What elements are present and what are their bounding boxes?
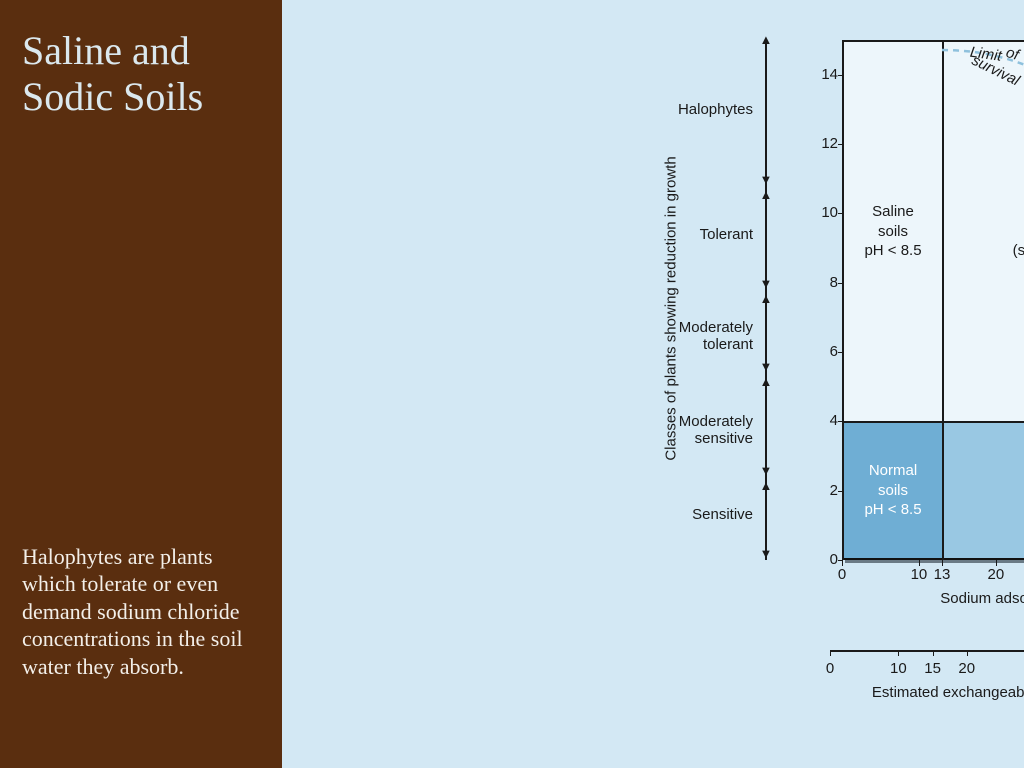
plant-class-axis-label: Classes of plants showing reduction in g… — [663, 156, 680, 460]
survival-limit-label: Limit of survival — [970, 46, 1024, 80]
arrow-up-icon — [760, 32, 773, 47]
x-tick: 20 — [988, 566, 1005, 583]
sidebar: Saline and Sodic Soils Halophytes are pl… — [0, 0, 282, 768]
arrow-down-icon — [760, 172, 773, 187]
x2-axis-label: Estimated exchangeable sodium percentage… — [830, 684, 1024, 701]
x2-tick: 0 — [826, 660, 834, 677]
arrow-down-icon — [760, 276, 773, 291]
plant-class-axis: Classes of plants showing reduction in g… — [617, 40, 777, 560]
y-tick: 6 — [810, 343, 838, 360]
quadrant-saline-sodic: Saline-sodic soils (soil pH generally < … — [944, 42, 1024, 421]
x-axis-label: Sodium adsorption ratio (SAR) — [842, 590, 1024, 607]
x-tick: 0 — [838, 566, 846, 583]
quadrant-sodic: Sodic soils (soil pH > 8.5) — [944, 423, 1024, 558]
y-tick: 0 — [810, 551, 838, 568]
arrow-up-icon — [760, 374, 773, 389]
page-title: Saline and Sodic Soils — [22, 28, 260, 120]
arrow-up-icon — [760, 478, 773, 493]
y-tick: 4 — [810, 412, 838, 429]
y-tick: 8 — [810, 274, 838, 291]
arrow-down-icon — [760, 546, 773, 561]
x2-tick: 20 — [958, 660, 975, 677]
arrow-down-icon — [760, 463, 773, 478]
sidebar-body-text: Halophytes are plants which tolerate or … — [22, 543, 260, 681]
plant-class-moderately-tolerant: Moderatelytolerant — [679, 319, 753, 354]
plant-class-moderately-sensitive: Moderatelysensitive — [679, 413, 753, 448]
arrow-up-icon — [760, 291, 773, 306]
soil-classification-chart: Saline soils pH < 8.5 Saline-sodic soils… — [842, 40, 1024, 560]
y-tick: 10 — [810, 204, 838, 221]
y-tick: 14 — [810, 66, 838, 83]
plant-class-tolerant: Tolerant — [700, 226, 753, 243]
figure-panel: Classes of plants showing reduction in g… — [282, 0, 1024, 768]
x2-tick: 15 — [924, 660, 941, 677]
arrow-up-icon — [760, 187, 773, 202]
plant-class-sensitive: Sensitive — [692, 506, 753, 523]
x2-tick: 10 — [890, 660, 907, 677]
x-tick: 10 — [911, 566, 928, 583]
quadrant-saline: Saline soils pH < 8.5 — [844, 42, 942, 421]
x-tick: 13 — [934, 566, 951, 583]
y-tick: 12 — [810, 135, 838, 152]
plant-class-halophytes: Halophytes — [678, 101, 753, 118]
y-tick: 2 — [810, 482, 838, 499]
arrow-down-icon — [760, 359, 773, 374]
quadrant-normal: Normal soils pH < 8.5 — [844, 423, 942, 558]
x2-axis-line — [830, 650, 1024, 652]
